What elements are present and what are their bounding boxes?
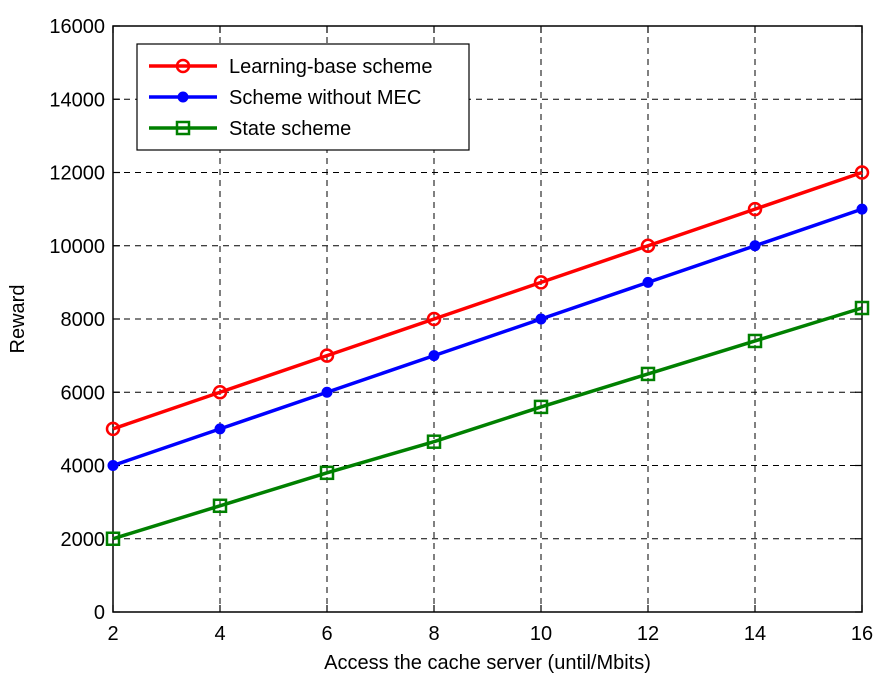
legend: Learning-base scheme Scheme without MEC St… [136,43,470,151]
legend-marker [177,91,189,103]
series-line [112,306,863,541]
x-tick-label: 16 [851,623,873,645]
x-tick-label: 8 [428,623,439,645]
data-point [854,300,870,316]
y-tick-label: 10000 [49,236,105,258]
data-point [319,465,335,481]
y-tick-label: 2000 [61,529,106,551]
x-tick-label: 10 [530,623,552,645]
data-point [426,311,442,327]
y-tick-label: 6000 [61,382,106,404]
data-point [105,531,121,546]
series-line [112,207,863,468]
x-tick-label: 2 [107,623,118,645]
y-axis-label: Reward [7,285,29,354]
x-axis-label: Access the cache server (until/Mbits) [324,652,651,674]
data-point [640,366,656,382]
data-point [319,348,335,363]
series-0 [105,165,870,437]
series-1 [107,203,868,471]
data-point [212,498,228,514]
series-line [112,170,863,431]
data-point [533,399,549,415]
data-point [105,421,121,437]
x-tick-label: 12 [637,623,659,645]
y-tick-label: 4000 [61,456,106,478]
data-point [640,238,656,253]
data-point [856,203,868,215]
y-tick-label: 12000 [49,163,105,185]
series-group [105,165,870,546]
data-point [321,386,333,398]
data-point [749,240,761,252]
data-point [428,350,440,362]
legend-marker [175,120,191,136]
legend-label: Learning-base scheme [229,56,432,78]
data-point [747,333,763,349]
data-point [747,201,763,217]
legend-marker [175,58,191,74]
data-point [426,434,442,449]
legend-label: State scheme [229,118,351,140]
axis-ticks: 2 4 6 8 10 12 14 16 0 2000 4000 6000 8000 10000 12000 1… [49,16,873,645]
x-tick-label: 4 [214,623,225,645]
data-point [642,276,654,288]
x-tick-label: 14 [744,623,766,645]
data-point [107,460,119,471]
data-point [212,385,228,400]
legend-label: Scheme without MEC [229,87,421,109]
y-tick-label: 8000 [61,309,106,331]
data-point [854,165,870,180]
x-tick-label: 6 [321,623,332,645]
series-2 [105,300,870,546]
data-point [535,313,547,325]
y-tick-label: 16000 [49,16,105,38]
y-tick-label: 0 [94,602,105,624]
data-point [533,275,549,290]
data-point [214,423,226,435]
y-tick-label: 14000 [49,89,105,111]
